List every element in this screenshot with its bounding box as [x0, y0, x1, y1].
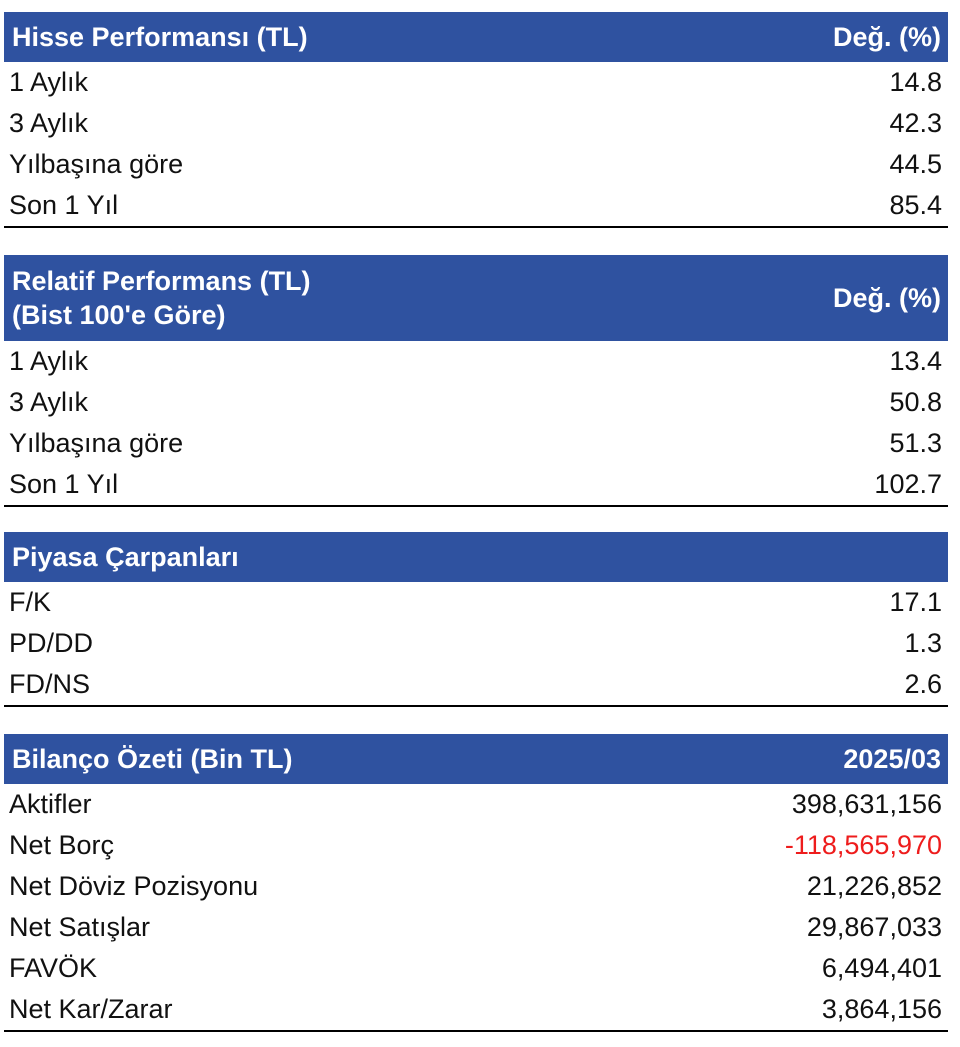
row-value: 51.3 [889, 428, 942, 458]
stock-performance-table: Hisse Performansı (TL) Değ. (%) 1 Aylık … [4, 12, 948, 228]
row-label: Net Döviz Pozisyonu [9, 871, 259, 901]
row-label: 1 Aylık [9, 346, 89, 376]
row-value: 50.8 [889, 387, 942, 417]
table-title: Relatif Performans (TL) (Bist 100'e Göre… [12, 264, 311, 332]
row-value: 3,864,156 [821, 994, 942, 1024]
table-row: 1 Aylık 13.4 [4, 341, 948, 382]
table-row: Net Kar/Zarar 3,864,156 [4, 989, 948, 1030]
table-title-line: Relatif Performans (TL) [12, 266, 311, 296]
table-row: Net Borç -118,565,970 [4, 825, 948, 866]
table-row: F/K 17.1 [4, 582, 948, 623]
table-row: 3 Aylık 42.3 [4, 103, 948, 144]
row-value-negative: -118,565,970 [784, 830, 942, 860]
table-bottom-rule [4, 1030, 948, 1032]
row-label: Net Kar/Zarar [9, 994, 173, 1024]
row-label: Son 1 Yıl [9, 190, 119, 220]
table-title-line: Hisse Performansı (TL) [12, 22, 308, 52]
row-value: 17.1 [889, 587, 942, 617]
row-value: 102.7 [874, 469, 942, 499]
row-label: 3 Aylık [9, 387, 89, 417]
table-row: FAVÖK 6,494,401 [4, 948, 948, 989]
table-header: Hisse Performansı (TL) Değ. (%) [4, 12, 948, 62]
table-title-line: Bilanço Özeti (Bin TL) [12, 744, 293, 774]
market-multiples-table: Piyasa Çarpanları F/K 17.1 PD/DD 1.3 FD/… [4, 532, 948, 707]
table-title-line: Piyasa Çarpanları [12, 542, 239, 572]
row-label: PD/DD [9, 628, 94, 658]
row-label: 1 Aylık [9, 67, 89, 97]
table-row: Aktifler 398,631,156 [4, 784, 948, 825]
table-row: Yılbaşına göre 51.3 [4, 423, 948, 464]
table-header: Piyasa Çarpanları [4, 532, 948, 582]
table-row: 3 Aylık 50.8 [4, 382, 948, 423]
table-title: Bilanço Özeti (Bin TL) [12, 742, 293, 776]
row-value: 2.6 [904, 669, 942, 699]
table-bottom-rule [4, 505, 948, 507]
row-value: 398,631,156 [791, 789, 942, 819]
row-value: 44.5 [889, 149, 942, 179]
table-row: FD/NS 2.6 [4, 664, 948, 705]
table-header: Relatif Performans (TL) (Bist 100'e Göre… [4, 255, 948, 341]
table-row: PD/DD 1.3 [4, 623, 948, 664]
value-column-header: Değ. (%) [833, 282, 941, 313]
table-row: Son 1 Yıl 102.7 [4, 464, 948, 505]
row-label: Yılbaşına göre [9, 428, 184, 458]
table-header: Bilanço Özeti (Bin TL) 2025/03 [4, 734, 948, 784]
table-title-line: (Bist 100'e Göre) [12, 300, 226, 330]
row-label: Net Borç [9, 830, 115, 860]
table-row: 1 Aylık 14.8 [4, 62, 948, 103]
row-label: Aktifler [9, 789, 92, 819]
row-value: 13.4 [889, 346, 942, 376]
relative-performance-table: Relatif Performans (TL) (Bist 100'e Göre… [4, 255, 948, 507]
row-value: 85.4 [889, 190, 942, 220]
table-row: Net Döviz Pozisyonu 21,226,852 [4, 866, 948, 907]
table-title: Hisse Performansı (TL) [12, 20, 308, 54]
row-label: Yılbaşına göre [9, 149, 184, 179]
row-value: 21,226,852 [806, 871, 942, 901]
value-column-header: 2025/03 [843, 743, 941, 774]
row-label: 3 Aylık [9, 108, 89, 138]
row-value: 29,867,033 [806, 912, 942, 942]
row-label: FAVÖK [9, 953, 98, 983]
table-bottom-rule [4, 226, 948, 228]
row-label: FD/NS [9, 669, 90, 699]
row-label: Son 1 Yıl [9, 469, 119, 499]
row-label: F/K [9, 587, 52, 617]
table-bottom-rule [4, 705, 948, 707]
row-value: 14.8 [889, 67, 942, 97]
value-column-header: Değ. (%) [833, 21, 941, 52]
table-row: Son 1 Yıl 85.4 [4, 185, 948, 226]
table-row: Net Satışlar 29,867,033 [4, 907, 948, 948]
balance-sheet-summary-table: Bilanço Özeti (Bin TL) 2025/03 Aktifler … [4, 734, 948, 1032]
table-row: Yılbaşına göre 44.5 [4, 144, 948, 185]
row-value: 42.3 [889, 108, 942, 138]
row-label: Net Satışlar [9, 912, 151, 942]
row-value: 6,494,401 [821, 953, 942, 983]
table-title: Piyasa Çarpanları [12, 540, 239, 574]
row-value: 1.3 [904, 628, 942, 658]
